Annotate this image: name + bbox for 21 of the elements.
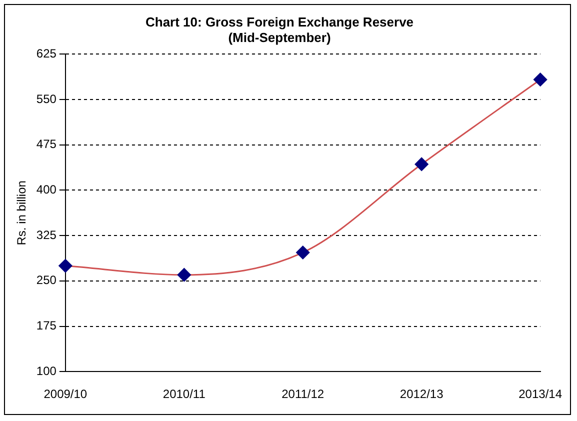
point [414,157,428,171]
point [534,72,548,86]
x-tick-label: 2011/12 [282,387,324,402]
y-tick-label: 475 [36,137,57,152]
text: (Mid-September) [228,30,331,45]
point [177,268,191,282]
x-tick-label: 2013/14 [518,387,562,402]
point [58,259,72,273]
y-tick-label: 325 [36,228,57,242]
x-tick-label: 2010/11 [162,387,206,402]
y-tick-label: 100 [36,364,57,378]
y-axis-title: Rs. in billion [14,180,29,246]
x-tick-label: 2012/13 [400,387,444,402]
y-tick-label: 175 [36,318,57,333]
x-tick-label: 2009/10 [44,387,88,402]
y-tick-label: 250 [36,273,57,288]
y-tick-label: 550 [36,92,57,106]
point [296,246,310,260]
y-tick-label: 625 [36,46,57,61]
y-tick-label: 400 [36,182,57,197]
text: Chart 10: Gross Foreign Exchange Reserve [145,14,414,30]
